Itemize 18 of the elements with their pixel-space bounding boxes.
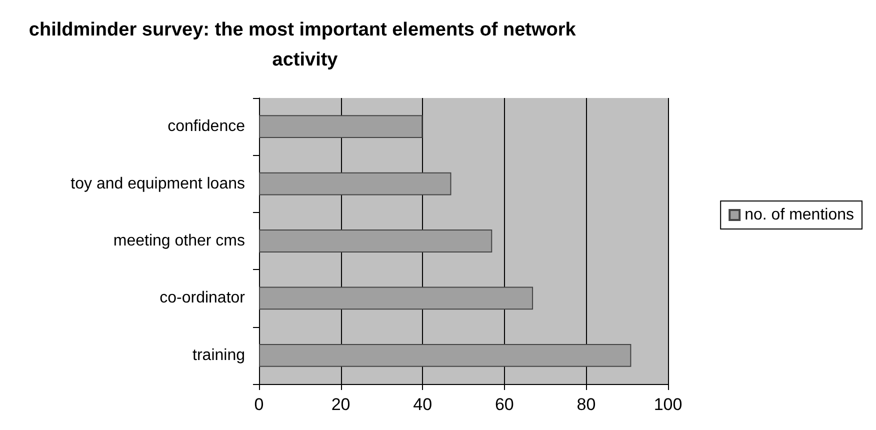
- x-tick-label: 20: [331, 395, 350, 414]
- bar: [259, 230, 492, 252]
- y-tick-label: confidence: [168, 118, 246, 136]
- y-tick-label: co-ordinator: [160, 290, 246, 307]
- bar: [259, 286, 534, 310]
- bar: [259, 115, 423, 138]
- chart-title: childminder survey: the most important elements of network activity: [28, 20, 582, 70]
- y-tick-label: toy and equipment loans: [70, 175, 245, 192]
- bar: [259, 344, 632, 367]
- x-tick-label: 40: [413, 395, 432, 414]
- x-tick-label: 0: [254, 395, 264, 414]
- x-tick-label: 80: [576, 395, 596, 414]
- bar: [259, 172, 452, 196]
- y-tick-label: meeting other cms: [113, 232, 245, 250]
- x-tick-label: 60: [494, 395, 514, 414]
- legend-label: no. of mentions: [744, 206, 854, 224]
- y-tick-label: training: [192, 346, 245, 364]
- x-tick-label: 100: [654, 395, 682, 414]
